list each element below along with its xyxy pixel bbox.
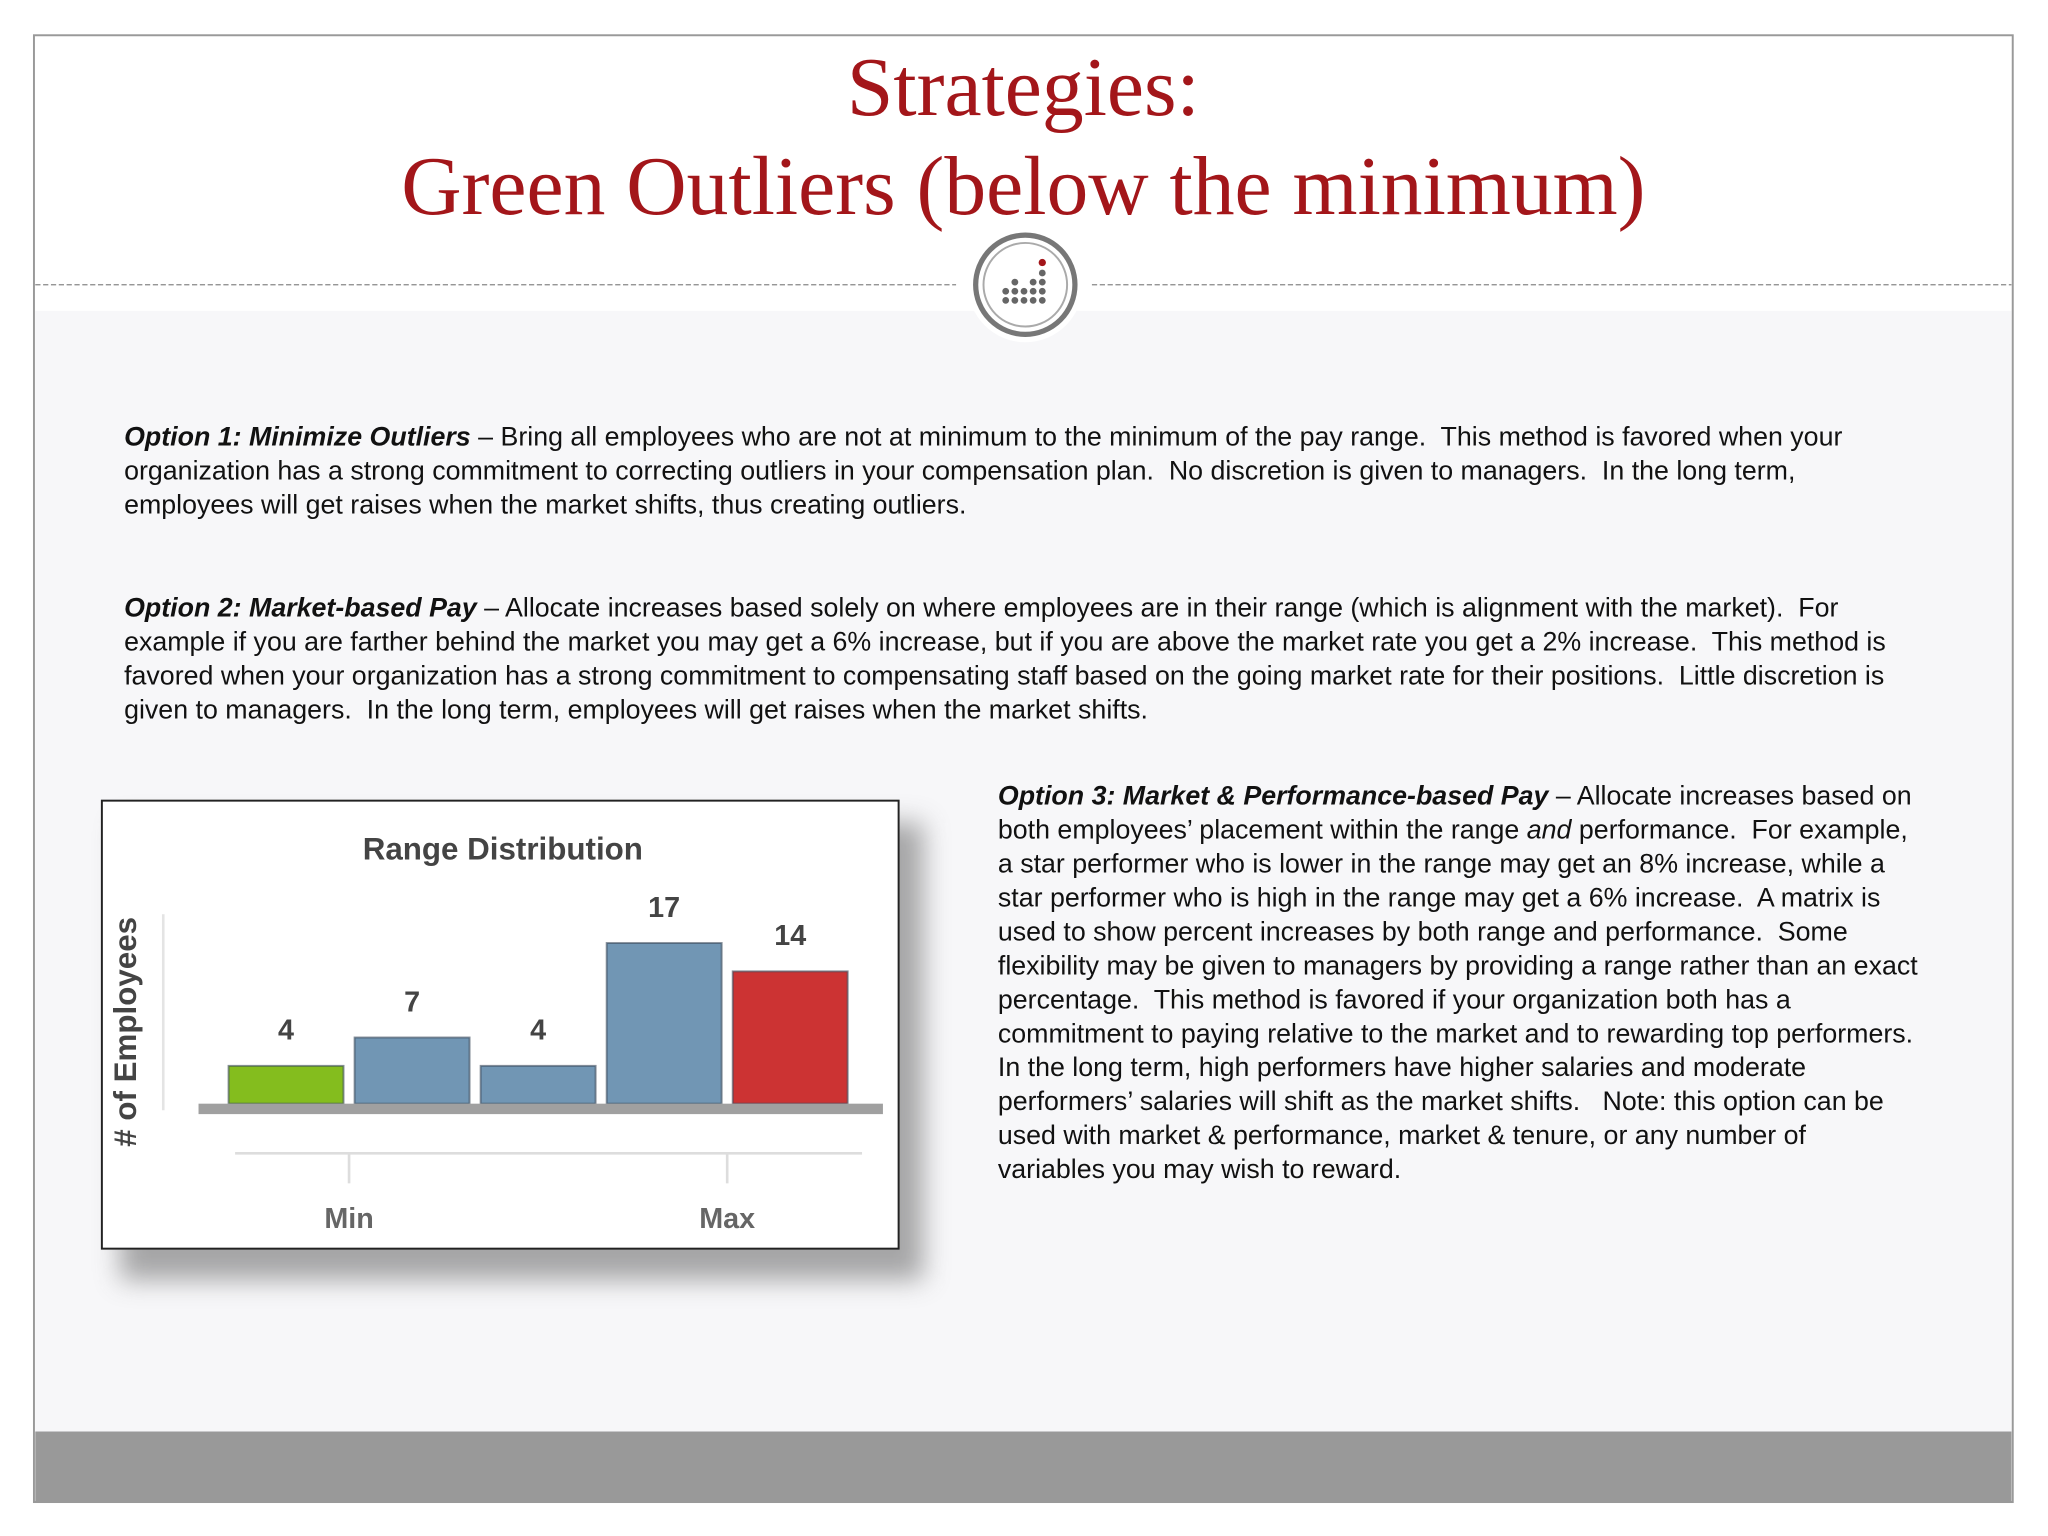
data-label: 4 (278, 1015, 294, 1047)
data-label: 14 (774, 920, 806, 952)
bar (227, 1064, 345, 1105)
text-run: – Bring all employees who are not at min… (124, 421, 1850, 520)
baseline (198, 1103, 883, 1115)
logo-ring (973, 232, 1078, 337)
data-label: 4 (530, 1015, 546, 1047)
y-axis-label: # of Employees (108, 917, 143, 1147)
bar (731, 970, 849, 1105)
text-run: Option 1: Minimize Outliers (124, 421, 471, 452)
paragraph: Option 1: Minimize Outliers – Bring all … (124, 421, 1913, 523)
text-run: Option 2: Market-based Pay (124, 592, 477, 624)
title-line: Green Outliers (below the minimum) (401, 139, 1646, 233)
logo-dots (1002, 269, 1046, 304)
text-run: – Allocate increases based solely on whe… (124, 592, 1894, 725)
logo-ring (982, 241, 1069, 328)
bar (605, 942, 723, 1105)
axis-marker-label: Min (324, 1203, 373, 1235)
text-run: performance. For example, a star perform… (997, 815, 1929, 1185)
bar (353, 1036, 471, 1105)
text-run: and (1526, 815, 1572, 846)
logo-accent (1038, 258, 1046, 267)
data-label: 7 (404, 986, 420, 1018)
paragraph: Option 3: Market & Performance-based Pay… (998, 780, 1919, 1188)
logo (967, 227, 1083, 343)
data-label: 17 (648, 892, 680, 924)
bar (479, 1064, 597, 1105)
footer-bar (35, 1431, 2012, 1503)
chart-title: Range Distribution (363, 831, 643, 866)
title-line: Strategies: (846, 40, 1200, 134)
text-run: Option 3: Market & Performance-based Pay (997, 781, 1549, 812)
axis-marker-label: Max (699, 1203, 755, 1235)
paragraph: Option 2: Market-based Pay – Allocate in… (124, 592, 1913, 728)
text-run: – Allocate increases based on both emplo… (997, 781, 1920, 846)
